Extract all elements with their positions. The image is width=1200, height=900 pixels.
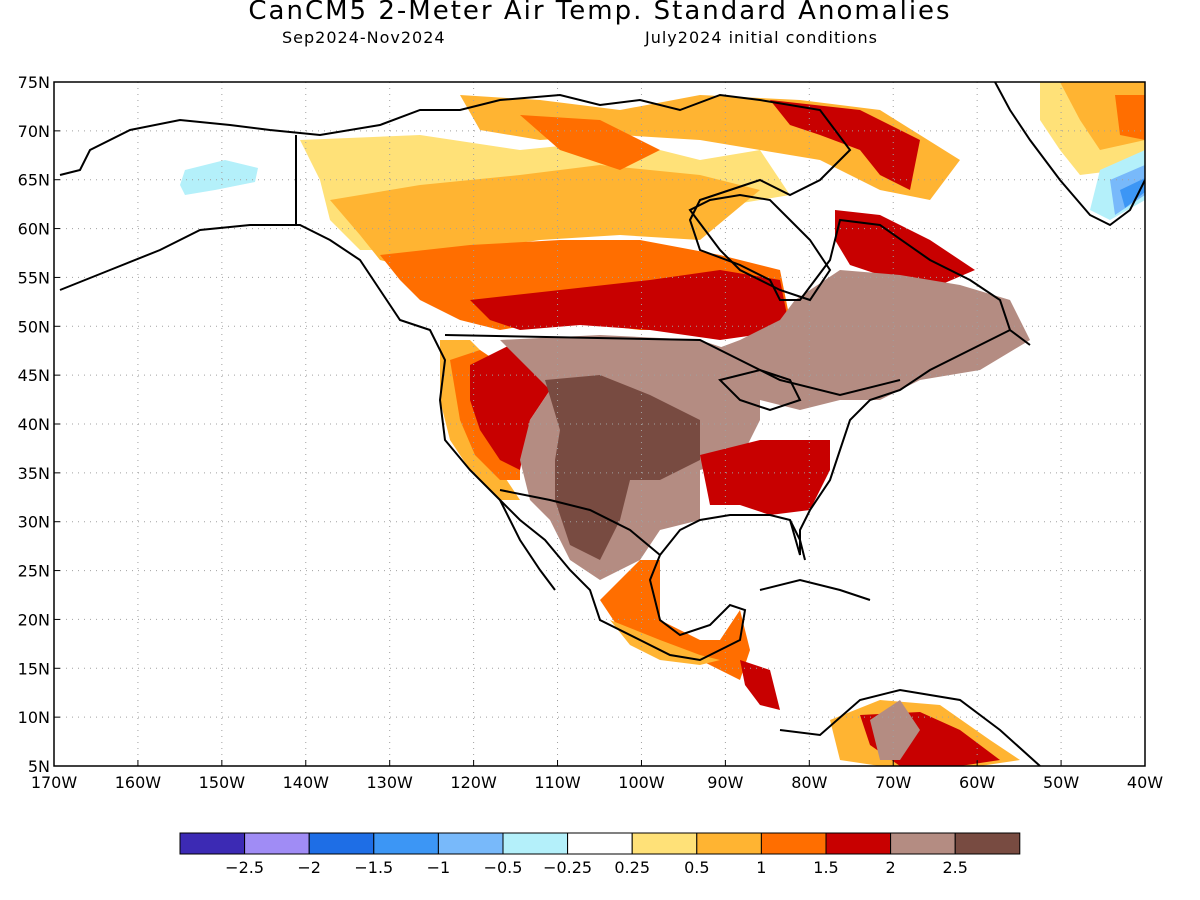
coastline-north-america xyxy=(59,93,1031,662)
lon-label: 70W xyxy=(875,773,911,792)
lat-label: 15N xyxy=(18,659,50,678)
anomaly-area-arctic-1.5 xyxy=(520,115,660,170)
anomaly-area-alaska-neg0.5 xyxy=(180,160,258,195)
legend-label: 0.5 xyxy=(684,858,709,877)
initial-conditions: July2024 initial conditions xyxy=(645,28,878,47)
anomaly-area-east-2.5 xyxy=(700,270,1030,410)
lat-label: 10N xyxy=(18,708,50,727)
lon-label: 40W xyxy=(1127,773,1163,792)
legend-swatch xyxy=(437,832,504,855)
coastline-baja xyxy=(499,499,556,591)
anomaly-area-central-3 xyxy=(545,375,700,560)
lon-label: 90W xyxy=(707,773,743,792)
anomaly-area-mexico-1.5 xyxy=(600,560,750,680)
coastline-florida xyxy=(789,519,806,561)
color-legend: −2.5 −2 −1.5 −1 −0.5 −0.25 0.25 0.5 1 1.5 2 2.5 xyxy=(179,832,1021,877)
legend-label: 1 xyxy=(756,858,766,877)
lat-label: 45N xyxy=(18,366,50,385)
legend-label: 1.5 xyxy=(813,858,838,877)
lat-label: 20N xyxy=(18,610,50,629)
coastline-hudson-bay xyxy=(688,193,832,302)
anomaly-area-1 xyxy=(330,165,760,270)
lon-label: 50W xyxy=(1043,773,1079,792)
legend-swatch xyxy=(890,832,956,855)
map-title: CanCM5 2-Meter Air Temp. Standard Anomal… xyxy=(248,0,952,26)
lon-label: 140W xyxy=(283,773,330,792)
anomaly-shading xyxy=(180,82,1145,766)
anomaly-area-greenland-1.5 xyxy=(1115,95,1145,140)
legend-swatch xyxy=(567,832,633,855)
lat-label: 70N xyxy=(18,122,50,141)
legend-label: −2 xyxy=(297,858,321,877)
lon-label: 120W xyxy=(450,773,497,792)
lon-label: 170W xyxy=(31,773,78,792)
coastline-south-america xyxy=(779,688,1041,766)
anomaly-area-2-canada xyxy=(470,270,790,340)
legend-label: −0.25 xyxy=(543,858,592,877)
lon-label: 60W xyxy=(959,773,995,792)
longitude-labels: 170W 160W 150W 140W 130W 120W 110W 100W 90W 80W 70… xyxy=(31,760,1163,792)
legend-label: −0.5 xyxy=(484,858,523,877)
anomaly-area-southeast-2 xyxy=(700,440,830,515)
anomaly-area-west-2 xyxy=(470,345,550,470)
anomaly-area-greenland-neg1.5 xyxy=(1120,178,1145,208)
legend-label: −2.5 xyxy=(225,858,264,877)
anomaly-area-central-america-2 xyxy=(740,660,780,710)
legend-swatch xyxy=(696,832,762,855)
coastline-greenland xyxy=(994,82,1145,227)
coastline-cuba xyxy=(759,578,871,601)
lat-label: 60N xyxy=(18,220,50,239)
legend-swatch xyxy=(631,832,698,855)
legend-swatch xyxy=(760,832,827,855)
legend-swatch xyxy=(179,832,246,855)
legend-swatch xyxy=(825,832,892,855)
legend-label: 2.5 xyxy=(942,858,967,877)
anomaly-area-arctic-red xyxy=(770,100,920,190)
legend-label: −1.5 xyxy=(354,858,393,877)
forecast-period: Sep2024-Nov2024 xyxy=(282,28,446,47)
legend-label: 0.25 xyxy=(614,858,650,877)
anomaly-area-mexico-1 xyxy=(610,620,720,665)
legend-swatch xyxy=(954,832,1021,855)
lon-label: 80W xyxy=(791,773,827,792)
lon-label: 110W xyxy=(534,773,581,792)
lat-label: 25N xyxy=(18,562,50,581)
lat-label: 30N xyxy=(18,513,50,532)
anomaly-area-south-america-2.5 xyxy=(870,700,920,760)
coastlines xyxy=(59,82,1145,766)
graticule xyxy=(54,82,1145,766)
lat-label: 35N xyxy=(18,464,50,483)
lat-label: 40N xyxy=(18,415,50,434)
lat-label: 65N xyxy=(18,171,50,190)
border-us-mexico xyxy=(499,489,661,556)
lat-label: 75N xyxy=(18,73,50,92)
lon-label: 150W xyxy=(199,773,246,792)
legend-swatch xyxy=(308,832,375,855)
legend-label: 2 xyxy=(886,858,896,877)
lon-label: 100W xyxy=(618,773,665,792)
lat-label: 55N xyxy=(18,268,50,287)
lat-label: 5N xyxy=(28,757,50,776)
lon-label: 130W xyxy=(367,773,414,792)
legend-swatch xyxy=(502,832,569,855)
lat-label: 50N xyxy=(18,317,50,336)
border-us-canada xyxy=(444,334,901,397)
legend-swatch xyxy=(373,832,439,855)
lon-label: 160W xyxy=(115,773,162,792)
legend-swatch xyxy=(244,832,310,855)
legend-label: −1 xyxy=(427,858,451,877)
latitude-labels: 75N 70N 65N 60N 55N 50N 45N 40N 35N 30N 25N 20N 15N 1… xyxy=(18,73,60,776)
